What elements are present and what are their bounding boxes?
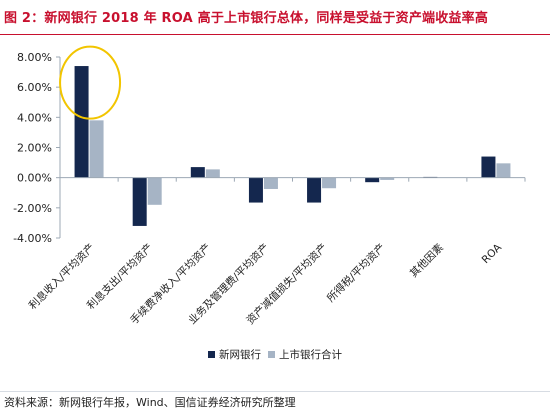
bar-series1-5	[307, 177, 322, 203]
chart-title: 图 2：新网银行 2018 年 ROA 高于上市银行总体，同样是受益于资产端收益…	[4, 11, 489, 26]
y-tick-label: 8.00%	[17, 51, 52, 64]
legend-label-1: 新网银行	[219, 348, 261, 361]
source-note: 资料来源：新网银行年报，Wind、国信证券经济研究所整理	[4, 396, 296, 409]
category-label: 其他因素	[407, 241, 446, 280]
y-tick-label: 2.00%	[17, 142, 52, 155]
y-tick-label: 4.00%	[17, 111, 52, 124]
bar-series1-3	[190, 167, 205, 178]
bar-series1-8	[481, 156, 496, 178]
bar-series2-1	[89, 120, 104, 178]
y-tick-label: -2.00%	[13, 202, 52, 215]
bar-series2-2	[147, 177, 162, 205]
category-label: 所得税/平均资产	[324, 241, 388, 305]
bar-series1-4	[248, 177, 263, 203]
category-label: ROA	[480, 241, 505, 266]
bar-series1-1	[74, 66, 89, 178]
legend-swatch-2	[268, 351, 275, 358]
bar-series2-8	[496, 163, 511, 178]
bar-series2-3	[205, 169, 220, 178]
bar-series2-4	[263, 177, 278, 189]
legend-swatch-1	[208, 351, 215, 358]
highlight-ellipse	[59, 45, 122, 120]
bar-series2-6	[380, 177, 395, 180]
bar-series1-6	[365, 177, 380, 183]
y-tick-label: 6.00%	[17, 81, 52, 94]
title-bar: 图 2：新网银行 2018 年 ROA 高于上市银行总体，同样是受益于资产端收益…	[0, 0, 550, 35]
legend-label-2: 上市银行合计	[279, 348, 342, 361]
bar-chart: -4.00%-2.00%0.00%2.00%4.00%6.00%8.00%利息收…	[13, 45, 526, 361]
y-tick-label: 0.00%	[17, 172, 52, 185]
bar-series1-2	[132, 177, 147, 226]
bar-series2-5	[322, 177, 337, 189]
source-divider	[0, 391, 550, 392]
y-tick-label: -4.00%	[13, 232, 52, 245]
